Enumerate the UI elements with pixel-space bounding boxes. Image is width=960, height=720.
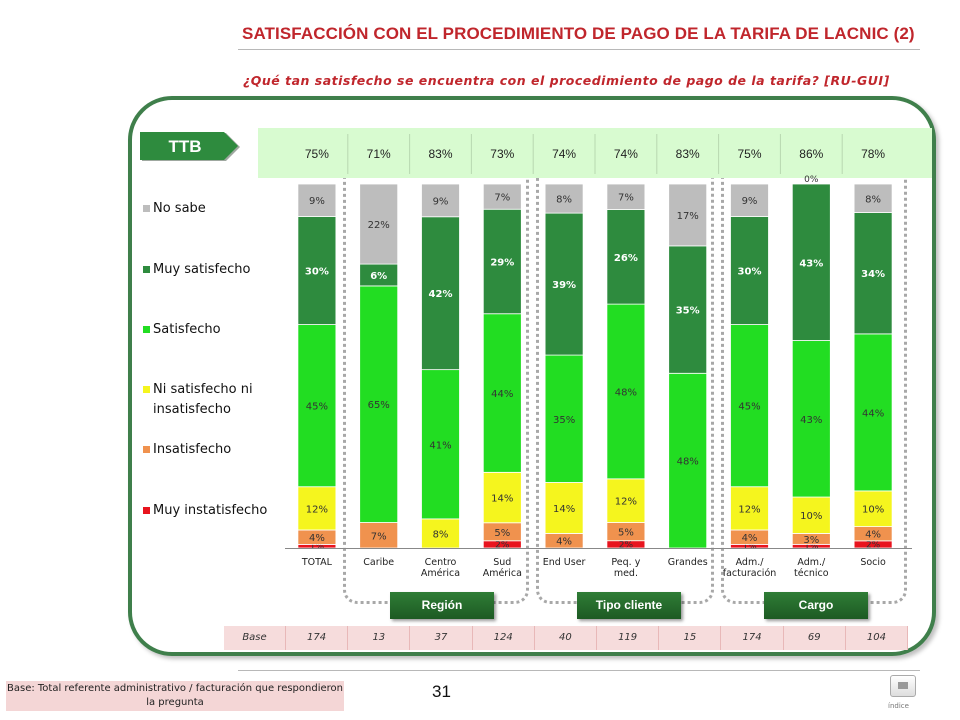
- footer-note: Base: Total referente administrativo / f…: [6, 681, 344, 711]
- base-value: 174: [721, 626, 784, 650]
- legend-swatch: [143, 266, 150, 273]
- group-button-cargo[interactable]: Cargo: [764, 592, 868, 619]
- index-link-label[interactable]: índice: [888, 702, 909, 710]
- title-divider: [238, 49, 920, 50]
- group-box-region: [343, 128, 529, 604]
- footer-divider: [238, 670, 920, 671]
- legend-label: Insatisfecho: [153, 442, 232, 457]
- ttb-label: TTB: [168, 137, 202, 156]
- base-value: 174: [286, 626, 349, 650]
- base-value: 13: [348, 626, 411, 650]
- legend-label: Ni satisfecho ni insatisfecho: [153, 382, 253, 417]
- legend-swatch: [143, 326, 150, 333]
- legend-label: Muy instatisfecho: [153, 503, 268, 518]
- base-value: 104: [845, 626, 909, 650]
- legend-label: Satisfecho: [153, 322, 221, 337]
- base-label: Base: [224, 626, 286, 650]
- legend-swatch: [143, 205, 150, 212]
- index-icon[interactable]: [890, 675, 916, 697]
- base-value: 69: [783, 626, 846, 650]
- page-subtitle: ¿Qué tan satisfecho se encuentra con el …: [243, 73, 890, 88]
- base-value: 124: [472, 626, 535, 650]
- legend-label: No sabe: [153, 201, 206, 216]
- base-value: 37: [410, 626, 473, 650]
- base-value: 40: [534, 626, 598, 650]
- page-title: SATISFACCIÓN CON EL PROCEDIMIENTO DE PAG…: [242, 24, 915, 43]
- legend-swatch: [143, 386, 150, 393]
- group-button-region[interactable]: Región: [390, 592, 494, 619]
- legend-swatch: [143, 507, 150, 514]
- ttb-arrow-icon: [140, 132, 240, 161]
- group-button-tipo-cliente[interactable]: Tipo cliente: [577, 592, 681, 619]
- base-value: 15: [659, 626, 722, 650]
- legend-label: Muy satisfecho: [153, 262, 251, 277]
- base-row: Base 174 13 37 124 40 119 15 174 69 104: [224, 626, 909, 650]
- group-box-cargo: [721, 128, 907, 604]
- page-number: 31: [432, 682, 451, 701]
- group-box-tipo-cliente: [536, 128, 714, 604]
- legend-swatch: [143, 446, 150, 453]
- base-value: 119: [597, 626, 660, 650]
